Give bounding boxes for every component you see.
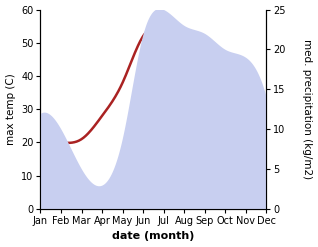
Y-axis label: max temp (C): max temp (C) [5, 73, 16, 145]
Y-axis label: med. precipitation (kg/m2): med. precipitation (kg/m2) [302, 39, 313, 179]
X-axis label: date (month): date (month) [112, 231, 195, 242]
